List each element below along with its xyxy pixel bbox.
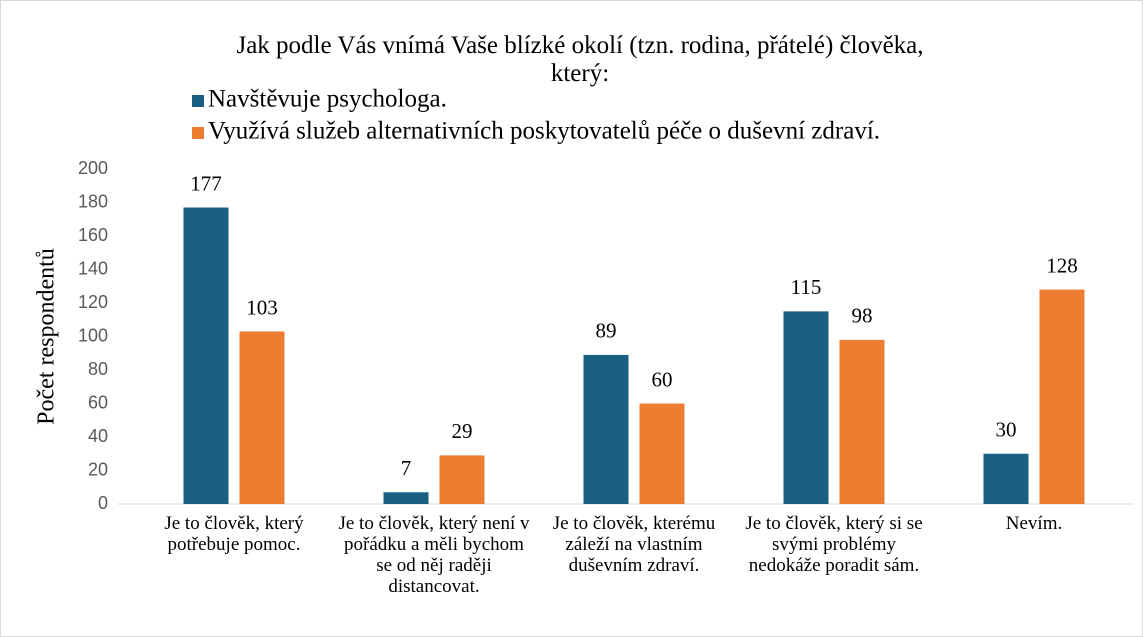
y-tick-label: 40	[88, 426, 108, 446]
data-label: 89	[596, 319, 617, 343]
x-tick-label: Je to člověk, který potřebuje pomoc.	[164, 513, 304, 555]
x-tick-label: Je to člověk, kterému záleží na vlastním…	[552, 513, 716, 576]
bar	[639, 403, 685, 504]
bar	[383, 492, 429, 504]
y-tick-label: 160	[78, 225, 108, 245]
bar	[183, 207, 229, 504]
bar	[783, 311, 829, 504]
legend-label: Využívá služeb alternativních poskytovat…	[208, 118, 880, 145]
y-tick-label: 120	[78, 292, 108, 312]
y-tick-label: 60	[88, 392, 108, 412]
data-label: 177	[190, 171, 222, 195]
legend-swatch	[192, 127, 204, 139]
y-axis-label: Počet respondentů	[34, 248, 60, 425]
y-tick-label: 180	[78, 191, 108, 211]
bar	[983, 453, 1029, 504]
x-tick-label: Nevím.	[1005, 513, 1063, 534]
bar	[439, 455, 485, 504]
bar	[583, 354, 629, 504]
x-tick-label: Je to člověk, který není v pořádku a měl…	[338, 513, 530, 597]
data-label: 128	[1046, 253, 1078, 277]
bar	[239, 331, 285, 504]
data-label: 29	[452, 419, 473, 443]
bar	[1039, 289, 1085, 504]
x-tick-label: Je to člověk, který si se svými problémy…	[745, 513, 923, 576]
y-tick-label: 80	[88, 359, 108, 379]
data-label: 30	[996, 418, 1017, 442]
y-tick-label: 20	[88, 459, 108, 479]
y-tick-label: 140	[78, 258, 108, 278]
data-label: 98	[852, 304, 873, 328]
legend-swatch	[192, 95, 204, 107]
data-label: 60	[652, 367, 673, 391]
bar	[839, 339, 885, 504]
data-label: 115	[791, 275, 822, 299]
y-tick-label: 0	[98, 493, 108, 513]
data-label: 103	[246, 295, 278, 319]
y-tick-label: 200	[78, 158, 108, 178]
y-tick-label: 100	[78, 325, 108, 345]
legend-label: Navštěvuje psychologa.	[208, 86, 447, 113]
data-label: 7	[401, 456, 412, 480]
chart-title: Jak podle Vás vnímá Vaše blízké okolí (t…	[236, 32, 924, 87]
